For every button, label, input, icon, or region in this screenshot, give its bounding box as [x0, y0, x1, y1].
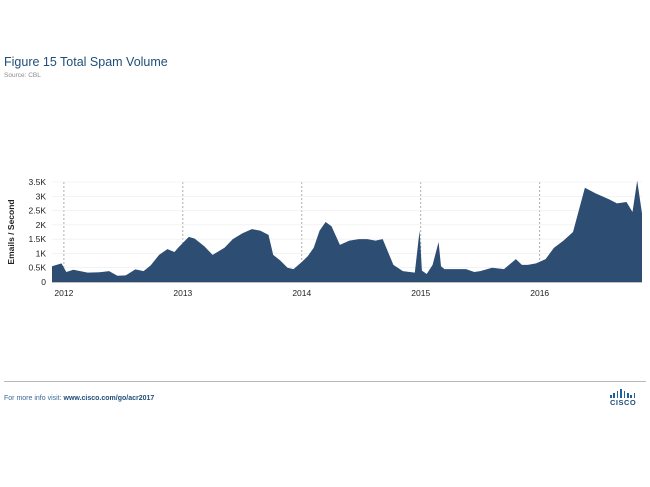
y-tick-label: 0: [41, 277, 46, 287]
x-tick-label: 2013: [173, 288, 192, 298]
y-tick-label: 2K: [36, 220, 47, 230]
y-tick-label: 2.5K: [29, 206, 47, 216]
x-tick-label: 2014: [292, 288, 311, 298]
y-tick-label: 3K: [36, 191, 47, 201]
cisco-logo: CISCO: [610, 389, 636, 407]
footer-prefix: For more info visit:: [4, 395, 64, 402]
x-tick-label: 2012: [54, 288, 73, 298]
y-tick-label: 0.5K: [29, 263, 47, 273]
y-tick-label: 1.5K: [29, 234, 47, 244]
spam-volume-chart: 0 0.5K 1K 1.5K 2K 2.5K 3K 3.5K 2012 2013 2014 2015…: [6, 177, 642, 298]
figure-source: Source: CBL: [4, 72, 41, 79]
y-tick-label: 1K: [36, 248, 47, 258]
y-axis-ticks: 0 0.5K 1K 1.5K 2K 2.5K 3K 3.5K: [29, 177, 47, 287]
x-axis-ticks: 2012 2013 2014 2015 2016: [54, 288, 549, 298]
y-tick-label: 3.5K: [29, 177, 47, 187]
y-axis-label: Emails / Second: [6, 199, 16, 264]
x-tick-label: 2016: [530, 288, 549, 298]
x-tick-label: 2015: [411, 288, 430, 298]
footer-info: For more info visit: www.cisco.com/go/ac…: [4, 395, 154, 402]
cisco-logo-bars: [610, 389, 636, 398]
figure-title: Figure 15 Total Spam Volume: [4, 55, 168, 69]
footer-link[interactable]: www.cisco.com/go/acr2017: [63, 395, 155, 402]
spam-volume-area: [52, 180, 642, 282]
footer-divider: [4, 381, 646, 382]
cisco-logo-word: CISCO: [610, 398, 637, 407]
